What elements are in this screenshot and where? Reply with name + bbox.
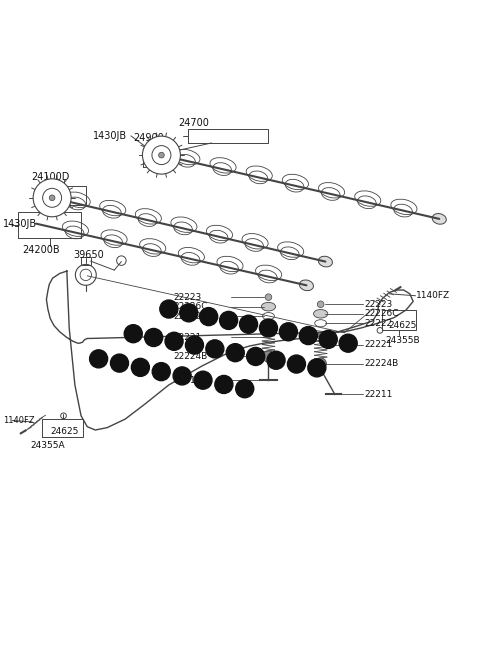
Circle shape bbox=[317, 301, 324, 308]
Circle shape bbox=[124, 325, 142, 342]
Text: 22226C: 22226C bbox=[174, 302, 208, 311]
Circle shape bbox=[215, 375, 233, 394]
Text: 24355A: 24355A bbox=[30, 441, 65, 450]
Circle shape bbox=[165, 333, 183, 350]
Ellipse shape bbox=[432, 214, 446, 224]
Circle shape bbox=[219, 312, 238, 329]
Circle shape bbox=[144, 329, 163, 346]
Circle shape bbox=[236, 380, 254, 398]
Text: 22211: 22211 bbox=[364, 390, 393, 399]
Circle shape bbox=[194, 371, 212, 389]
Circle shape bbox=[33, 179, 71, 216]
Text: 22222: 22222 bbox=[364, 319, 393, 328]
Ellipse shape bbox=[300, 280, 313, 291]
Circle shape bbox=[158, 152, 164, 158]
Text: 22223: 22223 bbox=[174, 293, 202, 302]
Circle shape bbox=[288, 355, 305, 373]
Text: 22226C: 22226C bbox=[364, 309, 399, 318]
Circle shape bbox=[110, 354, 129, 372]
Text: 24100D: 24100D bbox=[31, 172, 70, 182]
Circle shape bbox=[339, 334, 357, 352]
Text: 1140FZ: 1140FZ bbox=[3, 416, 35, 425]
Text: 22221: 22221 bbox=[364, 340, 393, 349]
Text: 24900: 24900 bbox=[133, 133, 164, 143]
Text: 1430JB: 1430JB bbox=[3, 218, 37, 229]
Circle shape bbox=[240, 315, 258, 333]
Circle shape bbox=[160, 300, 178, 318]
Text: 24700: 24700 bbox=[179, 117, 209, 127]
Circle shape bbox=[315, 358, 326, 369]
Text: 24625: 24625 bbox=[388, 321, 417, 330]
Circle shape bbox=[267, 351, 285, 369]
Circle shape bbox=[300, 327, 317, 344]
Circle shape bbox=[49, 195, 55, 201]
Circle shape bbox=[206, 340, 224, 358]
Circle shape bbox=[247, 348, 264, 365]
Text: 22222: 22222 bbox=[174, 312, 202, 321]
Circle shape bbox=[152, 363, 170, 380]
Ellipse shape bbox=[318, 256, 333, 267]
Text: 22223: 22223 bbox=[364, 300, 393, 309]
Text: 22221: 22221 bbox=[174, 333, 202, 342]
Circle shape bbox=[226, 344, 244, 361]
Circle shape bbox=[200, 308, 218, 325]
Circle shape bbox=[263, 351, 274, 362]
Circle shape bbox=[319, 331, 337, 348]
Text: 22212: 22212 bbox=[174, 376, 202, 384]
Text: 1140FZ: 1140FZ bbox=[416, 291, 450, 300]
Circle shape bbox=[173, 367, 191, 385]
Circle shape bbox=[143, 136, 180, 174]
Text: 39650: 39650 bbox=[73, 250, 104, 260]
Circle shape bbox=[265, 294, 272, 300]
Text: 24355B: 24355B bbox=[385, 337, 420, 345]
Circle shape bbox=[132, 358, 149, 377]
Text: 22224B: 22224B bbox=[364, 359, 398, 368]
Circle shape bbox=[308, 359, 326, 377]
Text: 22224B: 22224B bbox=[174, 352, 208, 361]
Text: 1430JB: 1430JB bbox=[93, 131, 127, 141]
Text: 24200B: 24200B bbox=[22, 245, 60, 255]
Ellipse shape bbox=[313, 310, 328, 318]
Circle shape bbox=[185, 336, 204, 354]
Circle shape bbox=[180, 304, 198, 322]
Ellipse shape bbox=[261, 302, 276, 311]
Bar bbox=[81, 257, 91, 266]
Circle shape bbox=[279, 323, 298, 341]
Circle shape bbox=[90, 350, 108, 368]
Circle shape bbox=[260, 319, 277, 337]
Text: 24625: 24625 bbox=[50, 427, 79, 436]
